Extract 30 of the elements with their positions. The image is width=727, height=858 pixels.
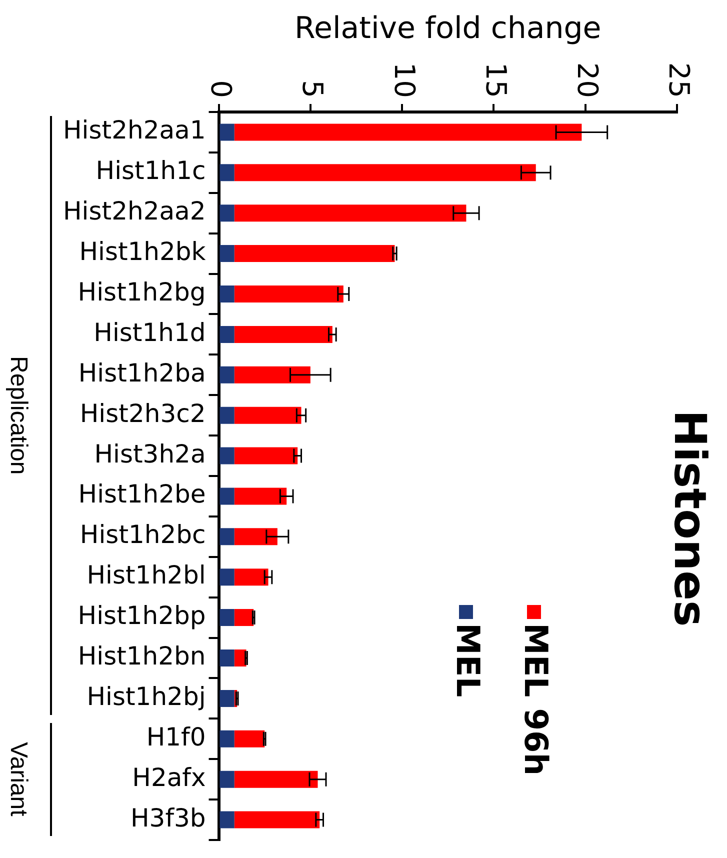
x-tick-label: 0 [204, 80, 238, 98]
y-tick-label: H3f3b [130, 803, 206, 832]
text: Variant [4, 742, 32, 816]
y-tick-label: Hist1h2bg [78, 278, 206, 306]
y-tick-label: Hist2h3c2 [80, 398, 206, 428]
y-tick-label: Hist1h1c [96, 156, 206, 186]
y-tick-label: Hist1h1d [94, 318, 206, 347]
text: Replication [4, 356, 32, 475]
x-tick-label: 25 [662, 62, 696, 98]
y-tick-label: Hist1h2be [78, 480, 206, 509]
x-tick-label: 20 [571, 62, 604, 98]
x-axis-title: Relative fold change [294, 10, 602, 46]
y-tick-label: Hist3h2a [94, 439, 206, 468]
x-tick-label: 5 [296, 80, 330, 98]
x-tick-label: 10 [388, 62, 421, 98]
y-tick-label: Hist1h2bk [79, 237, 206, 266]
y-tick-label: Hist1h2ba [78, 358, 206, 388]
y-tick-label: Hist1h2bl [86, 560, 206, 590]
y-tick-label: Hist1h2bc [80, 520, 206, 550]
legend-label: MEL [449, 622, 487, 700]
y-tick-label: Hist2h2aa1 [62, 116, 206, 145]
y-tick-label: Hist1h2bj [86, 682, 206, 711]
legend-label: MEL 96h [517, 622, 555, 776]
y-tick-label: H2afx [132, 762, 206, 792]
text: Histones [664, 410, 715, 627]
y-tick-label: Hist2h2aa2 [62, 196, 206, 226]
y-tick-label: H1f0 [146, 722, 206, 752]
x-tick-label: 15 [479, 62, 512, 98]
y-tick-label: Hist1h2bn [78, 642, 206, 670]
y-tick-label: Hist1h2bp [78, 601, 206, 630]
